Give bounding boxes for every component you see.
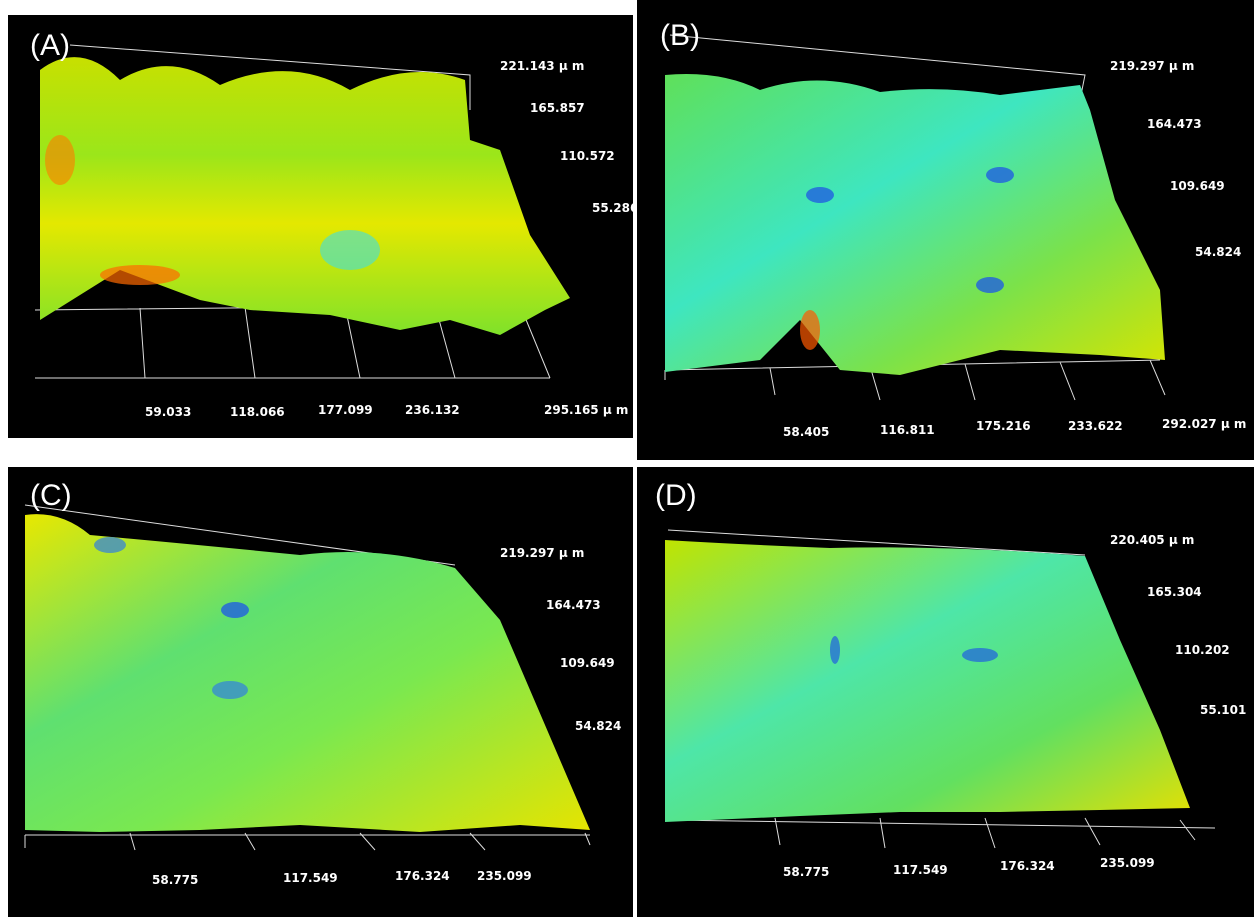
- y-tick-label: 55.286: [592, 201, 638, 215]
- x-tick-label: 58.405: [783, 425, 829, 439]
- valley: [320, 230, 380, 270]
- x-tick-label: 176.324: [395, 869, 450, 883]
- y-tick-label: 55.101: [1200, 703, 1246, 717]
- valley: [962, 648, 998, 662]
- y-tick-label: 109.649: [1170, 179, 1225, 193]
- y-tick-label: 164.473: [546, 598, 601, 612]
- valley: [986, 167, 1014, 183]
- peak: [800, 310, 820, 350]
- x-tick-label: 116.811: [880, 423, 935, 437]
- y-tick-label: 110.202: [1175, 643, 1230, 657]
- peak: [100, 265, 180, 285]
- y-tick-label: 221.143 μ m: [500, 59, 584, 73]
- peak: [45, 135, 75, 185]
- x-tick-label: 292.027 μ m: [1162, 417, 1246, 431]
- x-tick-label: 176.324: [1000, 859, 1055, 873]
- panel-b: (B) 219.297 μ m 164.473 109.649 54.824 5…: [637, 0, 1254, 460]
- y-tick-label: 219.297 μ m: [500, 546, 584, 560]
- y-tick-label: 109.649: [560, 656, 615, 670]
- x-tick-label: 233.622: [1068, 419, 1123, 433]
- x-tick-label: 175.216: [976, 419, 1031, 433]
- panel-label: (D): [655, 479, 697, 512]
- surface: [665, 74, 1165, 375]
- valley: [212, 681, 248, 699]
- x-tick-label: 117.549: [283, 871, 338, 885]
- x-tick-label: 58.775: [783, 865, 829, 879]
- x-tick-label: 177.099: [318, 403, 373, 417]
- valley: [94, 537, 126, 553]
- valley: [221, 602, 249, 618]
- panel-label: (A): [30, 29, 70, 62]
- panel-c: (C) 219.297 μ m 164.473 109.649 54.824 5…: [8, 467, 633, 917]
- valley: [806, 187, 834, 203]
- panel-label: (B): [660, 19, 700, 52]
- y-tick-label: 219.297 μ m: [1110, 59, 1194, 73]
- valley: [830, 636, 840, 664]
- panel-d: (D) 220.405 μ m 165.304 110.202 55.101 5…: [637, 467, 1254, 917]
- y-tick-label: 164.473: [1147, 117, 1202, 131]
- x-tick-label: 59.033: [145, 405, 191, 419]
- y-tick-label: 220.405 μ m: [1110, 533, 1194, 547]
- y-tick-label: 54.824: [1195, 245, 1241, 259]
- x-tick-label: 295.165 μ m: [544, 403, 628, 417]
- valley: [976, 277, 1004, 293]
- figure: (A) 221.143 μ m 165.857 110.572 55.286 5…: [0, 0, 1254, 917]
- x-tick-label: 235.099: [477, 869, 532, 883]
- y-tick-label: 165.304: [1147, 585, 1202, 599]
- x-tick-label: 235.099: [1100, 856, 1155, 870]
- x-tick-label: 117.549: [893, 863, 948, 877]
- x-tick-label: 58.775: [152, 873, 198, 887]
- y-tick-label: 110.572: [560, 149, 615, 163]
- panel-a: (A) 221.143 μ m 165.857 110.572 55.286 5…: [8, 15, 638, 438]
- x-tick-label: 236.132: [405, 403, 460, 417]
- y-tick-label: 54.824: [575, 719, 621, 733]
- y-tick-label: 165.857: [530, 101, 585, 115]
- x-tick-label: 118.066: [230, 405, 285, 419]
- panel-label: (C): [30, 479, 72, 512]
